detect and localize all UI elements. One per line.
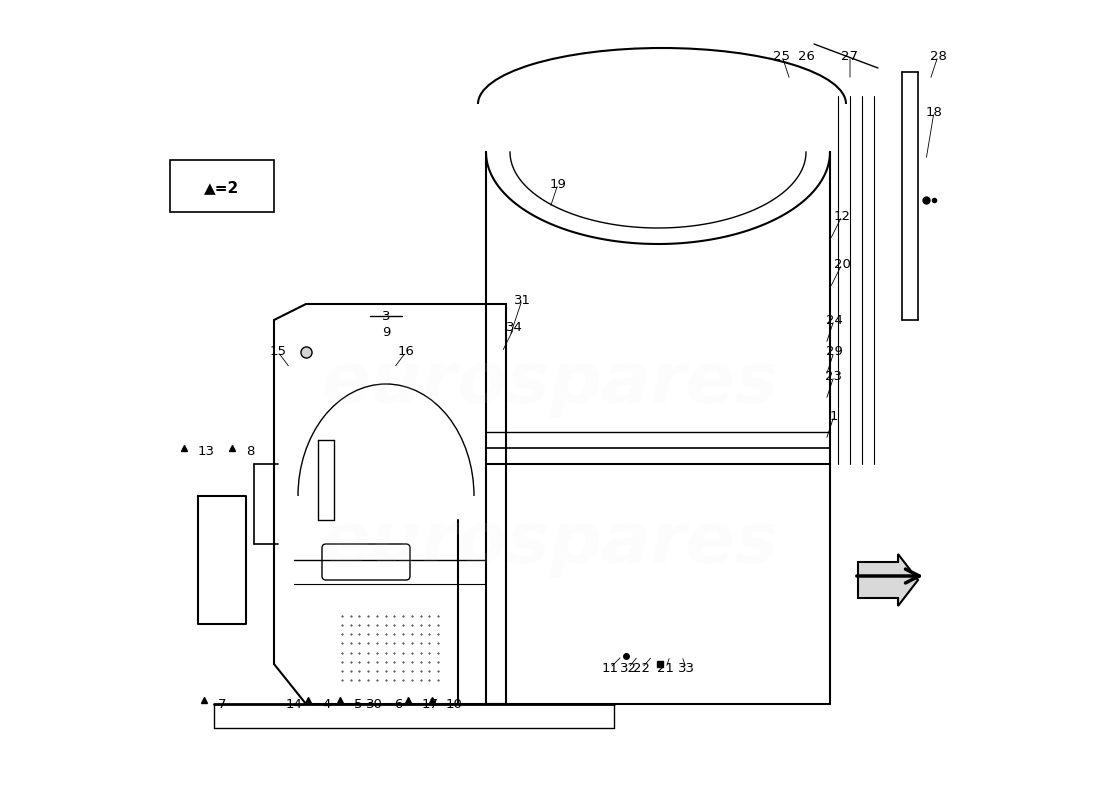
Text: 17: 17: [422, 698, 439, 710]
Text: 19: 19: [550, 178, 566, 190]
Text: 33: 33: [678, 662, 694, 674]
Text: eurospares: eurospares: [321, 510, 779, 578]
Text: 7: 7: [218, 698, 227, 710]
Text: 32: 32: [620, 662, 637, 674]
Text: 11: 11: [602, 662, 618, 674]
Text: 29: 29: [826, 346, 843, 358]
Text: 3: 3: [382, 310, 390, 322]
Text: 14: 14: [286, 698, 302, 710]
Text: 16: 16: [397, 346, 415, 358]
Text: 8: 8: [246, 446, 254, 458]
Text: 21: 21: [658, 662, 674, 674]
Text: ▲=2: ▲=2: [205, 181, 240, 195]
Text: 24: 24: [826, 314, 843, 326]
Text: 20: 20: [834, 258, 850, 270]
Text: 25: 25: [773, 50, 791, 62]
Text: 10: 10: [446, 698, 463, 710]
Text: 1: 1: [829, 410, 838, 422]
Text: 6: 6: [394, 698, 403, 710]
Text: eurospares: eurospares: [321, 350, 779, 418]
Text: 4: 4: [322, 698, 330, 710]
Text: 15: 15: [270, 346, 286, 358]
Text: 28: 28: [930, 50, 946, 62]
Text: 13: 13: [198, 446, 214, 458]
Text: 31: 31: [514, 294, 530, 306]
Text: 5: 5: [354, 698, 363, 710]
Text: 18: 18: [925, 106, 943, 118]
Text: 26: 26: [798, 50, 814, 62]
Text: 27: 27: [842, 50, 858, 62]
Text: 30: 30: [365, 698, 383, 710]
FancyBboxPatch shape: [170, 160, 274, 212]
Text: 23: 23: [825, 370, 843, 382]
Text: 9: 9: [382, 326, 390, 338]
Text: 34: 34: [506, 322, 522, 334]
FancyBboxPatch shape: [322, 544, 410, 580]
FancyArrow shape: [858, 554, 918, 606]
Text: 12: 12: [834, 210, 850, 222]
Text: 22: 22: [634, 662, 650, 674]
